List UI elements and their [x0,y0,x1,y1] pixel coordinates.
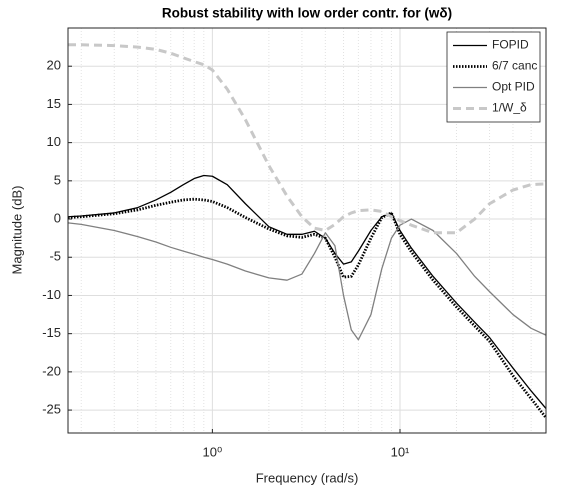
y-tick-label: -5 [49,249,61,264]
x-tick-label: 10⁰ [203,444,223,459]
chart-title: Robust stability with low order contr. f… [162,6,452,21]
legend-label: Opt PID [492,80,535,94]
x-tick-label: 10¹ [391,444,410,459]
legend-box [446,31,541,123]
axes-box [67,27,547,434]
legend-label: 1/W_δ [492,101,527,115]
x-axis-label: Frequency (rad/s) [256,470,359,485]
y-tick-label: 15 [47,96,61,111]
series-line [68,43,546,235]
y-tick-label: -15 [42,325,61,340]
y-tick-label: -25 [42,402,61,417]
y-tick-label: 20 [47,58,61,73]
y-tick-label: -20 [42,363,61,378]
y-tick-label: 10 [47,134,61,149]
series-line [68,197,546,419]
y-tick-label: -10 [42,287,61,302]
y-tick-label: 0 [54,210,61,225]
y-tick-label: 5 [54,172,61,187]
y-axis-label: Magnitude (dB) [9,186,24,275]
legend-label: 6/7 canc [492,59,537,73]
legend-label: FOPID [492,38,529,52]
series-line [68,218,546,341]
